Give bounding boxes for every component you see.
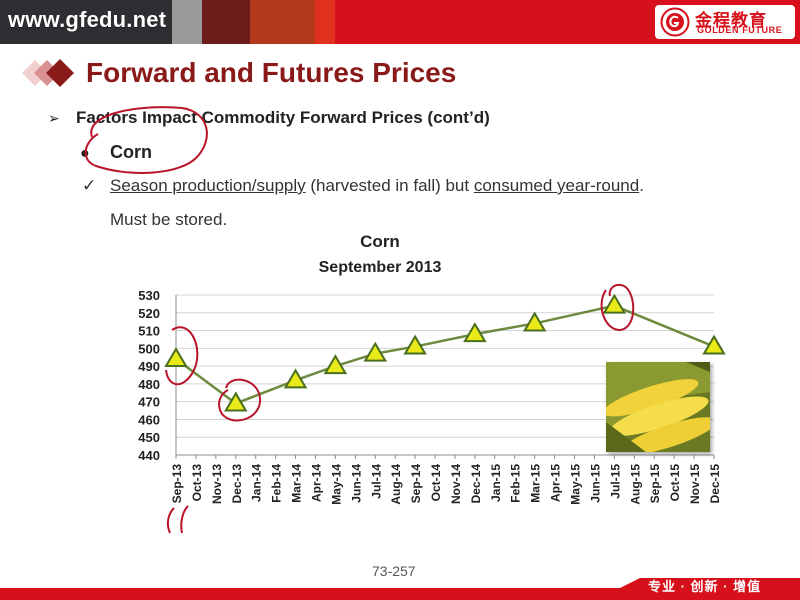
x-tick-label: Aug-15 <box>628 464 642 505</box>
header-block-rust <box>250 0 315 44</box>
y-tick-label: 490 <box>138 359 160 374</box>
x-tick-label: Nov-14 <box>449 464 463 504</box>
data-point-sep-14 <box>403 334 427 355</box>
x-tick-label: Jan-15 <box>489 464 503 502</box>
data-point-mar-14 <box>283 368 308 389</box>
logo-english-name: GOLDEN FUTURE <box>697 25 783 35</box>
data-point-jul-14 <box>363 341 388 362</box>
x-tick-label: Sep-13 <box>170 464 184 504</box>
check-bullet-icon: ✓ <box>82 176 97 195</box>
logo-chinese-name: 金程教育 <box>695 11 767 30</box>
page-number: 73-257 <box>372 563 416 579</box>
x-tick-label: Dec-15 <box>708 464 722 504</box>
header-block-gray <box>172 0 202 44</box>
site-url[interactable]: www.gfedu.net <box>8 7 167 32</box>
data-point-dec-14 <box>463 322 487 343</box>
x-tick-label: Dec-13 <box>230 464 244 504</box>
y-tick-label: 460 <box>138 412 160 427</box>
data-point-dec-15 <box>702 334 726 355</box>
x-tick-label: Sep-15 <box>648 464 662 504</box>
x-tick-label: Apr-15 <box>549 464 563 502</box>
footer-slogan: 专业 · 创新 · 增值 <box>648 579 762 594</box>
x-tick-label: Mar-14 <box>290 464 304 503</box>
data-point-mar-15 <box>522 311 547 332</box>
x-tick-label: Jul-14 <box>369 464 383 499</box>
header-bar: www.gfedu.net 金程教育 GOLDEN FUTURE <box>0 0 800 44</box>
header-block-dark <box>0 0 172 44</box>
x-tick-label: Oct-14 <box>429 464 443 502</box>
season-supply-text: Season production/supply <box>110 176 306 195</box>
x-tick-label: Jan-14 <box>250 464 264 502</box>
x-tick-label: Feb-15 <box>509 464 523 503</box>
x-tick-label: Nov-13 <box>210 464 224 504</box>
x-tick-label: Jun-14 <box>349 464 363 503</box>
y-tick-label: 510 <box>138 324 160 339</box>
bullet-season: ✓ Season production/supply (harvested in… <box>82 176 644 196</box>
x-tick-label: Jul-15 <box>608 464 622 499</box>
x-tick-label: Feb-14 <box>270 464 284 503</box>
must-be-stored-text: Must be stored. <box>110 210 228 229</box>
header-block-maroon <box>202 0 250 44</box>
slide-title: Forward and Futures Prices <box>86 57 457 88</box>
x-tick-label: Oct-13 <box>190 464 204 502</box>
y-axis-ticks: 440 450 460 470 480 490 500 510 520 530 <box>138 288 160 463</box>
x-tick-label: Dec-14 <box>469 464 483 504</box>
y-tick-label: 470 <box>138 395 160 410</box>
period-text: . <box>639 176 644 195</box>
y-tick-label: 500 <box>138 341 160 356</box>
corn-photo <box>606 362 710 452</box>
y-tick-label: 520 <box>138 306 160 321</box>
series-line <box>175 304 715 405</box>
y-tick-label: 530 <box>138 288 160 303</box>
y-tick-label: 440 <box>138 448 160 463</box>
x-tick-label: Mar-15 <box>529 464 543 503</box>
data-point-may-14 <box>323 354 348 375</box>
company-logo: 金程教育 GOLDEN FUTURE <box>655 5 795 39</box>
x-tick-label: Aug-14 <box>389 464 403 505</box>
x-tick-label: Apr-14 <box>309 464 323 502</box>
chart-title: Corn <box>360 232 400 251</box>
x-tick-label: Jun-15 <box>588 464 602 503</box>
x-tick-label: Oct-15 <box>668 464 682 502</box>
footer-bar <box>0 578 800 600</box>
x-tick-label: May-14 <box>329 464 343 505</box>
harvest-note-text: (harvested in fall) but <box>305 176 474 195</box>
x-axis-ticks: Sep-13 Oct-13 Nov-13 Dec-13 Jan-14 Feb-14 Mar-… <box>170 464 722 505</box>
y-tick-label: 450 <box>138 430 160 445</box>
header-block-red <box>315 0 335 44</box>
logo-emblem-icon <box>660 7 690 37</box>
arrow-bullet-icon: ➢ <box>48 110 60 126</box>
consumed-year-round-text: consumed year-round <box>473 176 640 195</box>
title-diamonds-icon <box>22 59 74 87</box>
data-point-jul-15 <box>602 293 627 314</box>
data-point-sep-13 <box>164 347 188 367</box>
y-tick-label: 480 <box>138 377 160 392</box>
x-tick-label: Nov-15 <box>688 464 702 504</box>
chart-subtitle: September 2013 <box>319 259 442 276</box>
x-tick-label: May-15 <box>569 464 583 505</box>
x-tick-label: Sep-14 <box>409 464 423 504</box>
